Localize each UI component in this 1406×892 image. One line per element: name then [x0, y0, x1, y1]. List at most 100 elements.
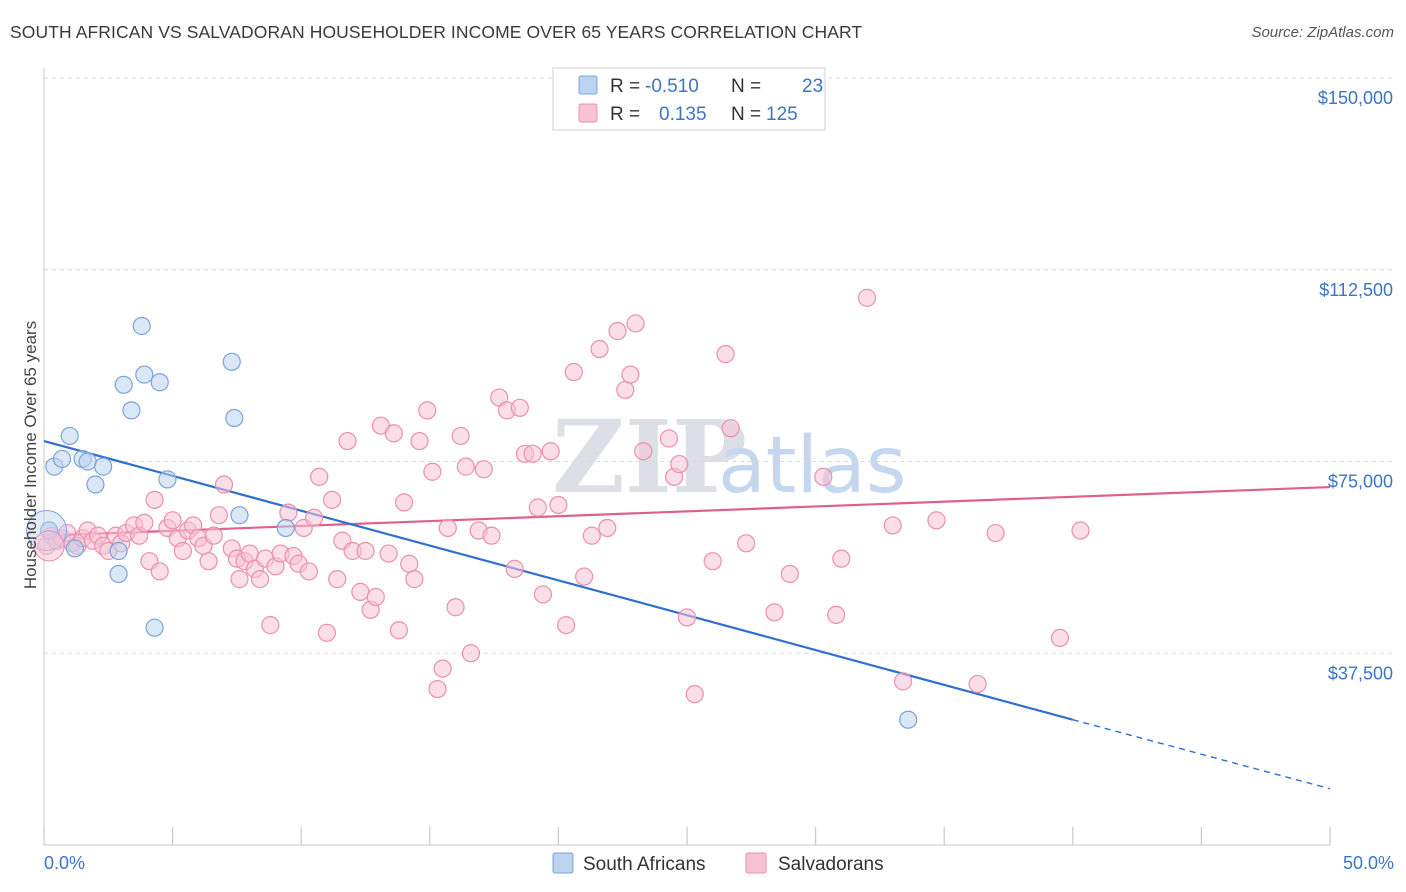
point-salvadorans — [814, 467, 833, 486]
point-salvadorans — [626, 314, 645, 333]
point-salvadorans — [670, 454, 689, 474]
legend-r-value-2: 0.135 — [659, 104, 707, 125]
chart-title: SOUTH AFRICAN VS SALVADORAN HOUSEHOLDER … — [10, 22, 863, 42]
series-legend-swatch-south-africans — [552, 852, 574, 874]
legend-n-label-2: N = — [731, 104, 761, 125]
legend-swatch-salvadorans — [578, 103, 598, 123]
y-tick-label: $112,500 — [1319, 280, 1393, 300]
point-salvadorans — [893, 672, 913, 691]
point-south-africans — [145, 618, 164, 637]
y-tick-label: $75,000 — [1328, 472, 1393, 492]
point-salvadorans — [456, 457, 475, 476]
point-salvadorans — [986, 523, 1005, 543]
point-salvadorans — [575, 567, 594, 586]
point-south-africans — [109, 541, 128, 561]
point-salvadorans — [510, 398, 529, 417]
point-salvadorans — [279, 503, 298, 522]
point-salvadorans — [304, 508, 324, 527]
series-legend-label-salvadorans: Salvadorans — [778, 854, 884, 875]
point-south-africans — [135, 365, 154, 384]
point-south-africans — [109, 564, 128, 584]
point-salvadorans — [310, 467, 329, 486]
point-salvadorans — [328, 570, 347, 589]
point-salvadorans — [608, 322, 627, 341]
watermark: ZIP atlas — [552, 398, 907, 516]
series-legend: South Africans Salvadorans — [552, 852, 884, 875]
series-legend-swatch-salvadorans — [745, 852, 767, 874]
point-salvadorans — [827, 605, 846, 625]
point-salvadorans — [204, 526, 223, 545]
point-salvadorans — [394, 493, 414, 512]
point-salvadorans — [968, 674, 987, 694]
y-tick-label: $37,500 — [1328, 663, 1393, 683]
source-credit: Source: ZipAtlas.com — [1251, 24, 1394, 41]
watermark-atlas: atlas — [718, 421, 907, 511]
point-south-africans — [225, 408, 244, 428]
point-south-africans — [122, 401, 141, 420]
correlation-legend: R = -0.510 N = 23 R = 0.135 N = 125 — [552, 67, 826, 131]
point-salvadorans — [418, 401, 437, 420]
point-salvadorans — [685, 685, 704, 704]
point-salvadorans — [366, 587, 385, 607]
legend-swatch-south-africans — [578, 75, 598, 95]
point-south-africans — [276, 518, 295, 538]
point-salvadorans — [634, 442, 653, 461]
point-salvadorans — [150, 562, 169, 581]
point-salvadorans — [598, 518, 617, 538]
point-salvadorans — [857, 288, 877, 307]
point-south-africans — [222, 352, 241, 371]
point-salvadorans — [616, 380, 635, 400]
point-salvadorans — [737, 534, 756, 553]
point-salvadorans — [523, 444, 542, 463]
point-south-africans — [230, 506, 249, 525]
legend-n-value-1: 23 — [802, 76, 823, 97]
point-salvadorans — [438, 518, 457, 538]
point-salvadorans — [209, 506, 228, 525]
point-salvadorans — [299, 562, 319, 581]
point-salvadorans — [883, 516, 902, 535]
point-salvadorans — [230, 570, 249, 589]
point-cluster-salvadorans — [33, 530, 65, 562]
point-salvadorans — [214, 475, 234, 494]
trend-line-south-africans-extension — [1072, 719, 1331, 790]
point-salvadorans — [582, 526, 601, 545]
point-south-africans — [52, 449, 72, 469]
point-salvadorans — [199, 552, 218, 571]
point-salvadorans — [677, 608, 697, 627]
y-tick-label: $150,000 — [1318, 88, 1393, 108]
point-salvadorans — [482, 526, 501, 545]
series-legend-label-south-africans: South Africans — [583, 854, 706, 875]
legend-box — [552, 67, 826, 131]
point-south-africans — [78, 452, 97, 471]
point-salvadorans — [135, 513, 154, 532]
point-south-africans — [158, 470, 177, 489]
point-salvadorans — [451, 426, 470, 446]
point-salvadorans — [163, 511, 182, 530]
point-south-africans — [60, 426, 79, 446]
point-south-africans — [86, 475, 105, 494]
point-salvadorans — [541, 442, 560, 461]
point-salvadorans — [474, 460, 493, 479]
trend-line-salvadorans — [43, 485, 1331, 537]
point-salvadorans — [621, 365, 640, 384]
point-salvadorans — [379, 544, 398, 563]
point-salvadorans — [461, 644, 481, 663]
point-salvadorans — [659, 429, 679, 448]
point-salvadorans — [338, 431, 357, 451]
point-salvadorans — [564, 362, 583, 382]
point-salvadorans — [832, 549, 851, 568]
point-salvadorans — [384, 424, 403, 443]
point-salvadorans — [322, 490, 342, 509]
point-salvadorans — [317, 623, 337, 642]
point-salvadorans — [927, 511, 946, 530]
point-salvadorans — [1071, 521, 1090, 540]
point-south-africans — [132, 316, 151, 336]
point-south-africans — [65, 539, 84, 558]
point-salvadorans — [765, 603, 784, 622]
legend-n-label-1: N = — [731, 76, 761, 97]
point-salvadorans — [433, 659, 452, 678]
point-salvadorans — [721, 419, 740, 438]
point-south-africans — [899, 710, 918, 729]
point-salvadorans — [261, 616, 280, 635]
point-south-africans — [114, 375, 133, 394]
